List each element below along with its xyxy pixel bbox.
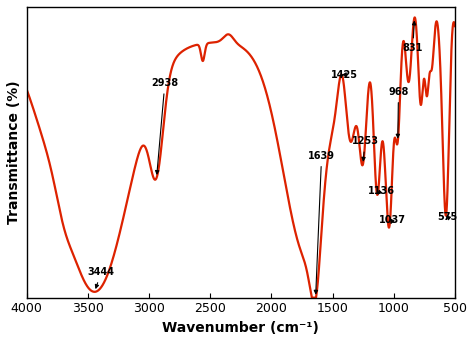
Text: 968: 968 xyxy=(388,87,409,137)
Text: 1425: 1425 xyxy=(331,70,358,80)
Text: 2938: 2938 xyxy=(151,78,178,174)
Text: 831: 831 xyxy=(402,22,423,53)
Y-axis label: Transmittance (%): Transmittance (%) xyxy=(7,80,21,224)
Text: 1253: 1253 xyxy=(352,136,379,161)
Text: 1037: 1037 xyxy=(379,215,406,225)
X-axis label: Wavenumber (cm⁻¹): Wavenumber (cm⁻¹) xyxy=(162,321,319,335)
Text: 1136: 1136 xyxy=(367,186,394,196)
Text: 3444: 3444 xyxy=(88,267,115,288)
Text: 575: 575 xyxy=(438,212,458,222)
Text: 1639: 1639 xyxy=(308,151,335,294)
